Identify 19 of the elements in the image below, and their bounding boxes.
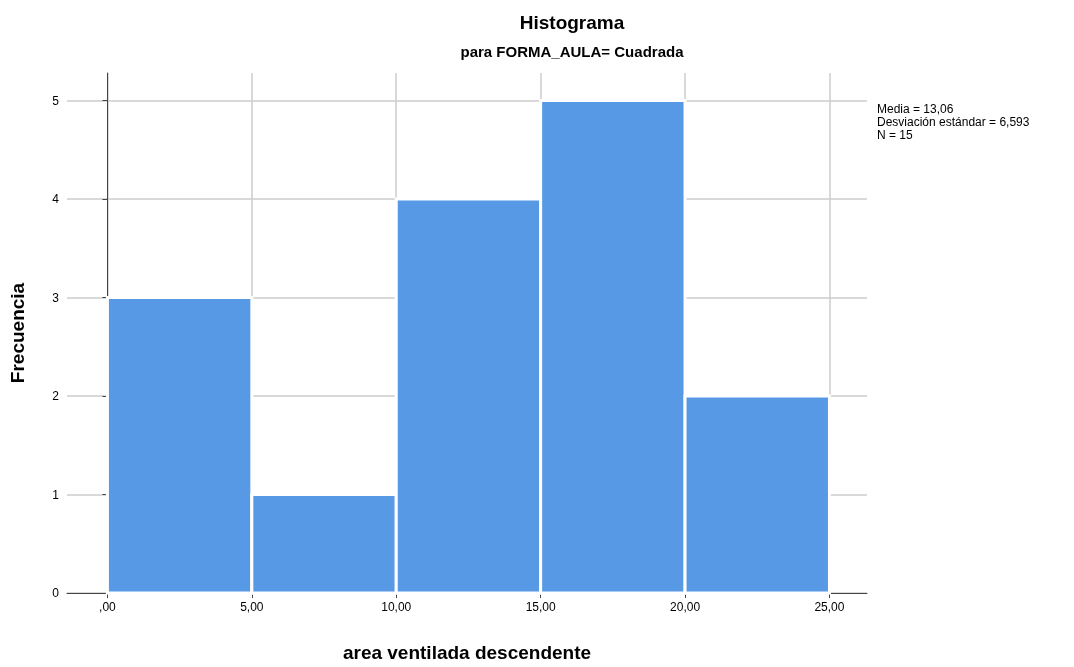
y-tick-label: 2 [52,389,60,404]
x-axis-title: area ventilada descendente [342,642,592,663]
x-tick-label: 5,00 [240,600,264,614]
chart-subtitle: para FORMA_AULA= Cuadrada [460,43,685,60]
y-tick-label: 0 [52,586,60,600]
text: Desviación estándar = 6,593 [877,115,1030,129]
x-tick-label: ,00 [99,600,117,614]
text: Media = 13,06 [877,102,954,116]
y-axis-title: Frecuencia [7,282,28,384]
y-tick-label: 3 [52,290,60,305]
y-tick-label: 4 [52,192,60,207]
x-tick-label: 20,00 [670,600,701,614]
y-tick-label: 1 [52,487,60,502]
x-tick-label: 25,00 [814,600,845,614]
x-tick-label: 10,00 [381,600,412,614]
chart-title: Histograma [519,12,625,33]
text: N = 15 [877,128,914,142]
x-tick-label: 15,00 [525,600,556,614]
y-tick-label: 5 [52,93,60,108]
